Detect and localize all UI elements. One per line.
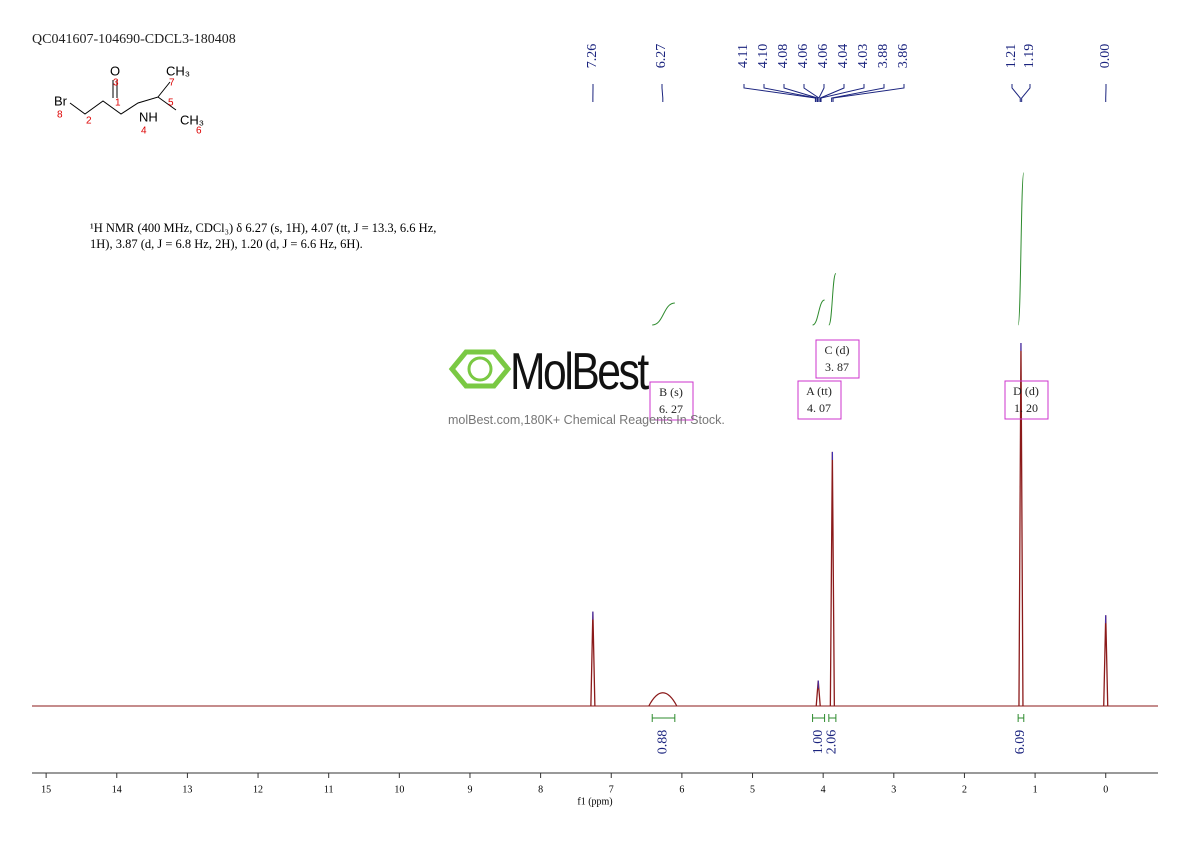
multiplet-box <box>1004 380 1049 420</box>
atom: NH <box>139 109 158 124</box>
peak-label-leader <box>783 84 819 102</box>
x-tick-label: 1 <box>1033 784 1038 795</box>
multiplet-box <box>649 381 694 421</box>
watermark-text: molBest.com,180K+ Chemical Reagents In S… <box>448 413 725 427</box>
peak-label: 0.00 <box>1098 44 1113 69</box>
integral-label: 2.06 <box>825 730 840 755</box>
x-tick-label: 2 <box>962 784 967 795</box>
multiplet-shift: 1. 20 <box>1014 401 1038 415</box>
multiplet-name: C (d) <box>825 343 850 357</box>
bond <box>157 81 171 98</box>
peak-label-leader <box>831 84 885 102</box>
atom-number: 2 <box>86 116 92 127</box>
integral-bracket <box>651 714 676 722</box>
atom: Br <box>54 93 68 108</box>
x-tick-label: 3 <box>891 784 896 795</box>
peak <box>590 611 596 707</box>
atom-number: 4 <box>141 126 147 137</box>
x-tick-label: 6 <box>679 784 684 795</box>
atom-number: 1 <box>115 98 121 109</box>
x-tick-label: 14 <box>112 784 122 795</box>
peak-label-leader <box>819 84 845 102</box>
multiplet-name: A (tt) <box>806 384 832 398</box>
x-tick-label: 7 <box>609 784 614 795</box>
x-tick-label: 8 <box>538 784 543 795</box>
peak-label-leader <box>803 84 820 102</box>
peak-label: 1.21 <box>1004 44 1019 69</box>
peak-label: 3.86 <box>896 44 911 69</box>
atom-number: 3 <box>113 78 119 89</box>
peak-label: 4.04 <box>836 44 851 69</box>
multiplet-shift: 3. 87 <box>825 360 849 374</box>
x-axis-label: f1 (ppm) <box>577 796 612 807</box>
peak-label: 3.88 <box>876 44 891 69</box>
x-tick-label: 0 <box>1103 784 1108 795</box>
peak-label: 6.27 <box>654 44 669 69</box>
x-tick-label: 12 <box>253 784 263 795</box>
integral-label: 0.88 <box>656 730 671 755</box>
integral-curve <box>828 273 837 326</box>
watermark-logo: MolBest <box>510 343 649 401</box>
x-tick-label: 11 <box>324 784 334 795</box>
atom: CH₃ <box>180 112 204 127</box>
peak-label-leader <box>1021 84 1031 102</box>
peak-label: 1.19 <box>1022 44 1037 69</box>
integral-label: 1.00 <box>811 730 826 755</box>
integral-bracket <box>828 714 837 722</box>
peak-label: 4.11 <box>736 44 751 68</box>
multiplet-box <box>797 380 842 420</box>
atom-number: 7 <box>169 78 175 89</box>
peak-label-leader <box>1011 84 1021 102</box>
multiplet-name: D (d) <box>1013 384 1039 398</box>
peak-label-leader <box>832 84 905 102</box>
peak-label-leader <box>763 84 817 102</box>
peak-label: 4.03 <box>856 44 871 69</box>
watermark-icon <box>448 349 512 389</box>
peak-label-leader <box>818 84 825 102</box>
integral-label: 6.09 <box>1013 730 1028 755</box>
peak <box>1103 615 1109 707</box>
peak-label: 4.08 <box>776 44 791 69</box>
multiplet-name: B (s) <box>659 385 683 399</box>
peak-label-leader <box>820 84 865 102</box>
peak-label: 7.26 <box>585 44 600 69</box>
bond <box>69 96 177 115</box>
peak-label-leader <box>743 84 816 102</box>
peak-label: 4.06 <box>816 44 831 69</box>
x-tick-label: 4 <box>821 784 826 795</box>
integral-bracket <box>1017 714 1025 722</box>
nmr-description: ¹H NMR (400 MHz, CDCl₃) δ 6.27 (s, 1H), … <box>90 221 437 251</box>
multiplet-shift: 4. 07 <box>807 401 831 415</box>
x-tick-label: 9 <box>467 784 472 795</box>
peak-label-leader <box>661 84 664 102</box>
multiplet-shift: 6. 27 <box>659 402 683 416</box>
peak-label: 4.06 <box>796 44 811 69</box>
integral-curve <box>1017 172 1025 326</box>
chart-title: QC041607-104690-CDCL3-180408 <box>32 32 236 47</box>
peak <box>648 692 678 707</box>
atom-number: 6 <box>196 126 202 137</box>
peak <box>829 451 835 707</box>
integral-curve <box>812 299 825 326</box>
atom: CH₃ <box>166 63 190 78</box>
peak-label: 4.10 <box>756 44 771 69</box>
atom-number: 8 <box>57 110 63 121</box>
integral-bracket <box>812 714 826 722</box>
molecule: Br O NH CH₃ CH₃ 8 2 3 1 4 7 5 6 <box>54 63 204 136</box>
atom: O <box>110 63 120 78</box>
atom-number: 5 <box>168 98 174 109</box>
integral-curve <box>652 302 675 326</box>
x-tick-label: 5 <box>750 784 755 795</box>
x-tick-label: 15 <box>41 784 51 795</box>
x-tick-label: 10 <box>394 784 404 795</box>
multiplet-box <box>815 339 860 379</box>
x-tick-label: 13 <box>182 784 192 795</box>
